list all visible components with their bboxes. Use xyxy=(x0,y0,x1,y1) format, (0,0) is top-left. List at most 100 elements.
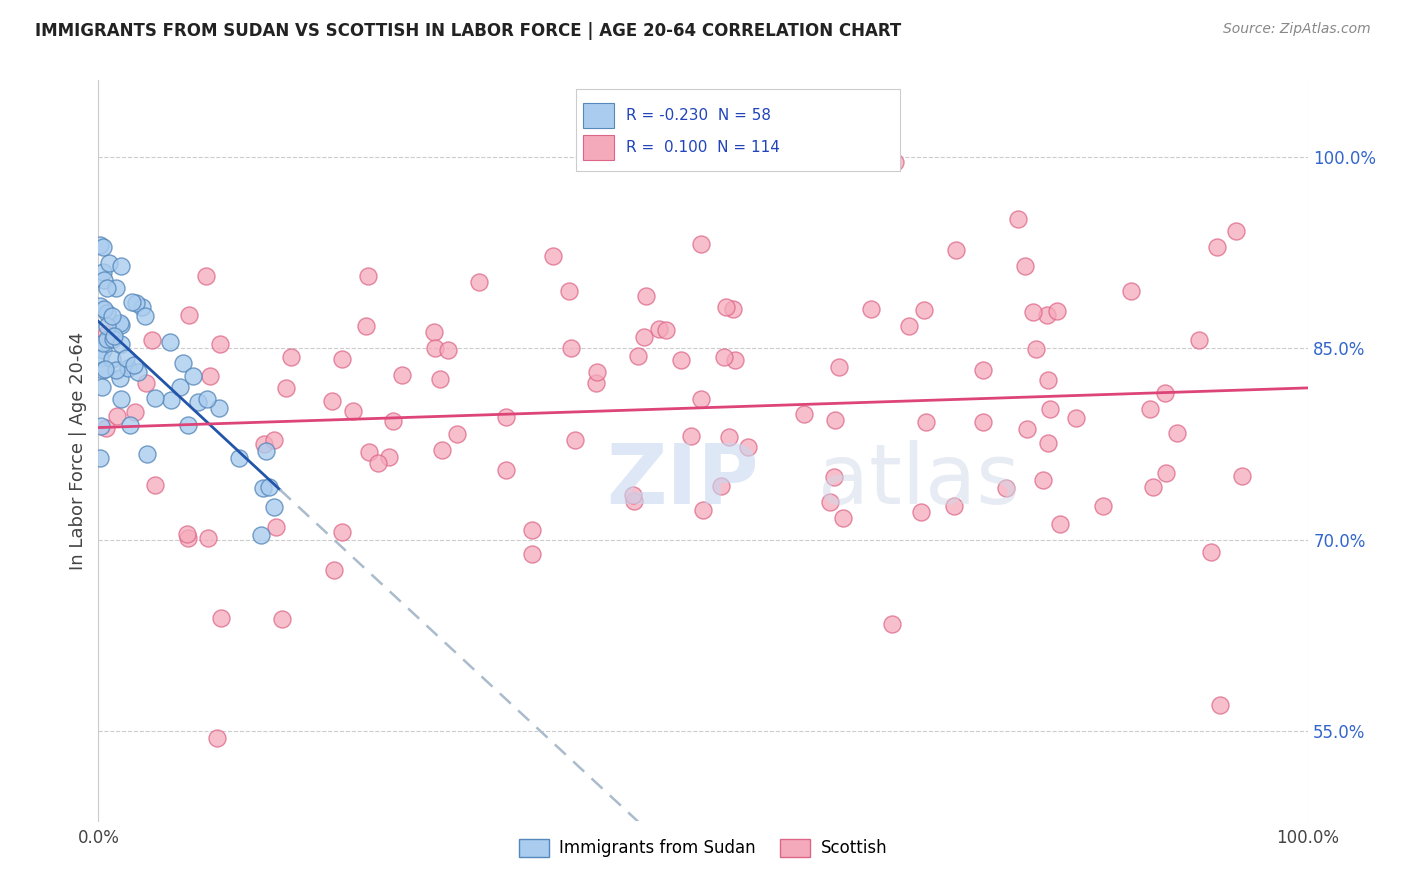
Point xyxy=(91,380,114,394)
Point xyxy=(1092,499,1115,513)
Point xyxy=(1039,402,1062,417)
Point xyxy=(423,341,446,355)
Point xyxy=(1206,240,1229,254)
Point xyxy=(1230,469,1253,483)
Point xyxy=(105,281,128,295)
Point xyxy=(718,430,741,444)
Point xyxy=(436,343,458,358)
Point xyxy=(669,353,692,368)
Point xyxy=(1139,402,1161,417)
Point xyxy=(257,480,280,494)
Point xyxy=(560,342,582,356)
Point xyxy=(124,296,146,310)
Point xyxy=(446,427,468,442)
Point xyxy=(1025,343,1047,357)
Point xyxy=(121,294,143,309)
Point xyxy=(274,381,297,395)
Point xyxy=(495,409,517,424)
Point xyxy=(655,323,678,337)
Point xyxy=(828,359,851,374)
Point xyxy=(91,343,114,357)
Point xyxy=(942,500,965,514)
Point xyxy=(96,281,118,295)
Point xyxy=(141,333,163,347)
Point xyxy=(122,358,145,372)
Point xyxy=(110,336,132,351)
Point xyxy=(264,520,287,534)
Point xyxy=(101,351,124,366)
Point xyxy=(737,440,759,454)
Point xyxy=(391,368,413,382)
Point xyxy=(910,506,932,520)
Point xyxy=(859,302,882,317)
Point xyxy=(1007,212,1029,227)
Point xyxy=(623,493,645,508)
Point xyxy=(207,401,229,415)
Point xyxy=(323,563,346,577)
Point xyxy=(198,369,221,384)
Point xyxy=(423,325,446,339)
Text: ZIP: ZIP xyxy=(606,440,759,521)
Point xyxy=(176,527,198,541)
Point xyxy=(714,300,737,314)
Point xyxy=(884,155,907,169)
Point xyxy=(96,306,118,320)
Point xyxy=(495,463,517,477)
Point xyxy=(96,318,118,333)
Point xyxy=(90,419,112,434)
Point xyxy=(98,256,121,270)
Point xyxy=(143,391,166,405)
Point xyxy=(120,418,142,433)
Point xyxy=(793,407,815,421)
Point xyxy=(1038,373,1060,387)
Point xyxy=(91,265,114,279)
Point xyxy=(818,494,841,508)
Point xyxy=(159,334,181,349)
Point xyxy=(93,273,115,287)
Point xyxy=(724,353,747,368)
Point xyxy=(330,352,353,367)
Y-axis label: In Labor Force | Age 20-64: In Labor Force | Age 20-64 xyxy=(69,331,87,570)
Point xyxy=(136,447,159,461)
Point xyxy=(131,300,153,314)
Point xyxy=(252,481,274,495)
Point xyxy=(690,392,713,406)
Point xyxy=(357,269,380,284)
Point xyxy=(634,289,657,303)
Point xyxy=(181,369,204,384)
Point xyxy=(195,392,218,407)
Point xyxy=(143,477,166,491)
Point xyxy=(1032,473,1054,487)
Point xyxy=(321,393,343,408)
Text: IMMIGRANTS FROM SUDAN VS SCOTTISH IN LABOR FORCE | AGE 20-64 CORRELATION CHART: IMMIGRANTS FROM SUDAN VS SCOTTISH IN LAB… xyxy=(35,22,901,40)
Point xyxy=(94,326,117,341)
Point xyxy=(110,259,132,273)
Point xyxy=(160,392,183,407)
Point xyxy=(1014,260,1036,274)
Point xyxy=(101,310,124,324)
Point xyxy=(280,350,302,364)
Point xyxy=(135,376,157,391)
Point xyxy=(1154,385,1177,400)
Point xyxy=(1119,285,1142,299)
Text: R =  0.100  N = 114: R = 0.100 N = 114 xyxy=(626,140,779,154)
Point xyxy=(177,418,200,433)
Point xyxy=(197,531,219,545)
Point xyxy=(89,351,111,366)
Point xyxy=(93,362,115,376)
Point xyxy=(89,450,111,465)
Point xyxy=(253,437,276,451)
Point xyxy=(254,443,277,458)
Point xyxy=(115,351,138,365)
Point xyxy=(367,456,389,470)
Point xyxy=(377,450,399,465)
Point xyxy=(832,511,855,525)
Point xyxy=(1166,426,1188,441)
Point xyxy=(972,363,994,377)
Point xyxy=(824,412,846,426)
Point xyxy=(710,479,733,493)
Point xyxy=(681,429,703,443)
Point xyxy=(91,363,114,377)
Point xyxy=(1066,411,1088,425)
Point xyxy=(89,300,111,314)
